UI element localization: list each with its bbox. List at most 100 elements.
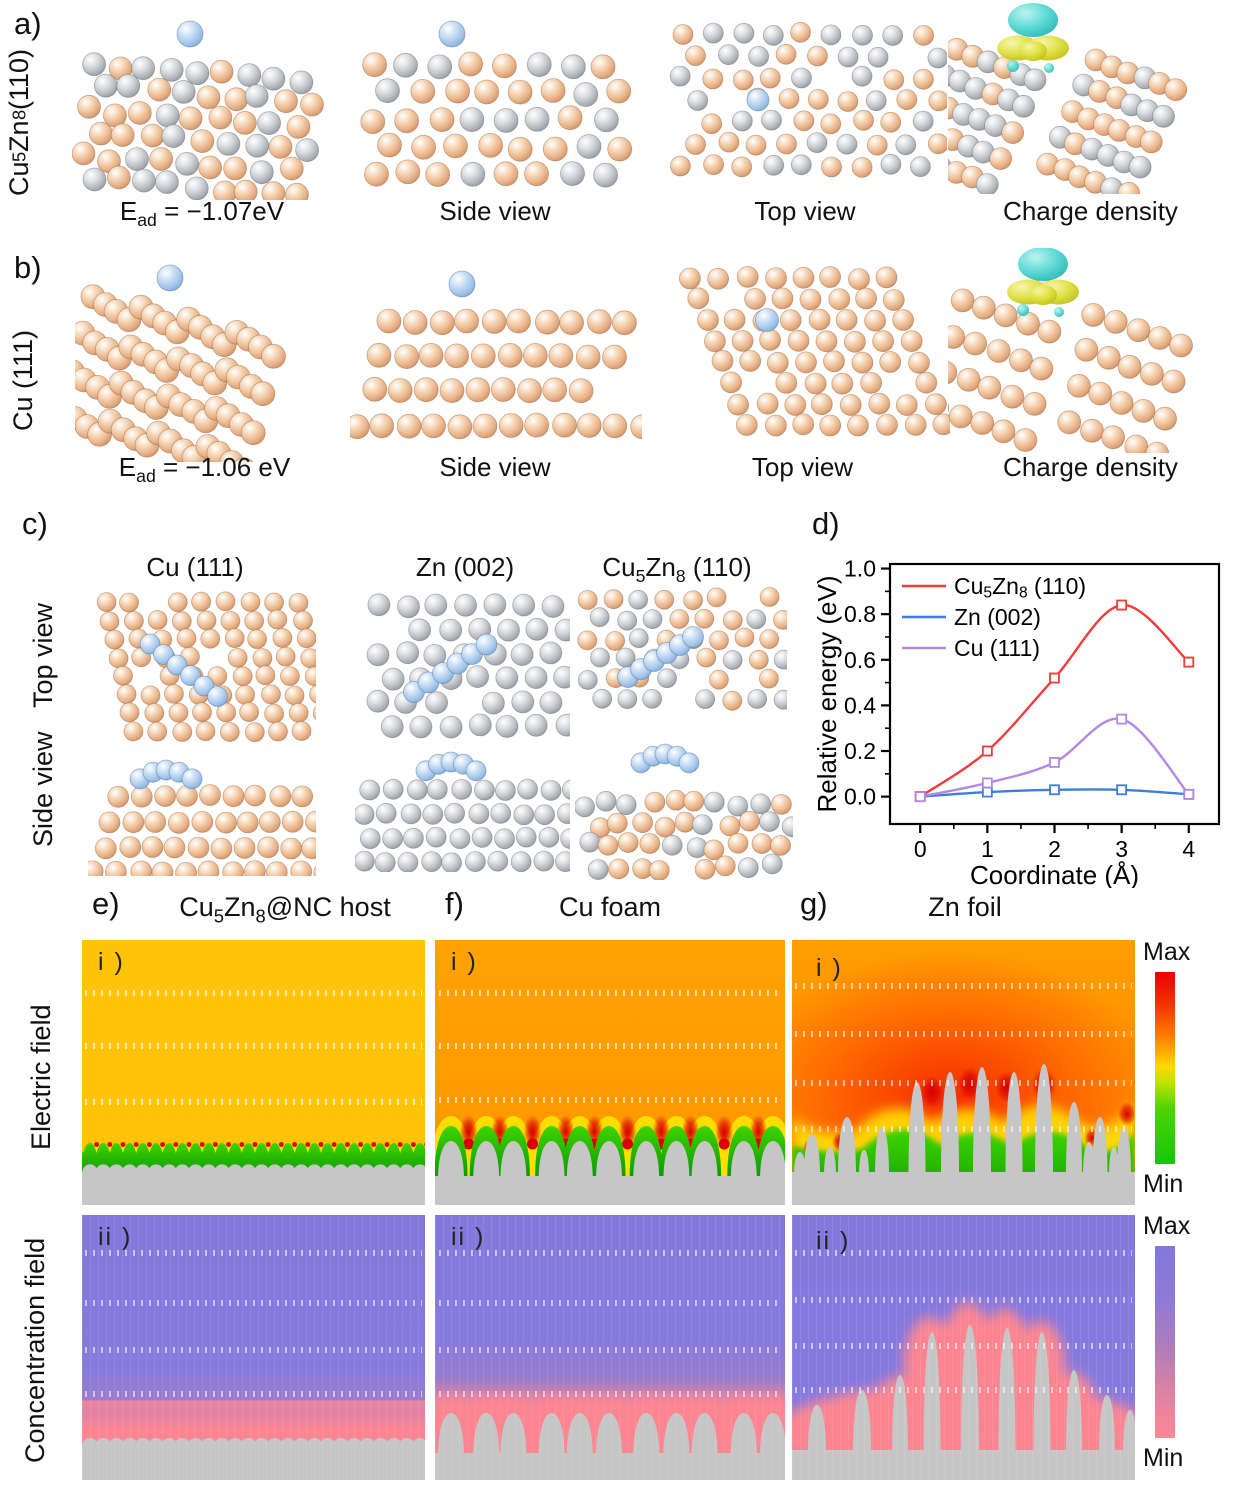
panel-b-adsorption-model	[75, 262, 327, 462]
panel-a-caption-ead: Ead = −1.07eV	[119, 196, 285, 231]
atom-lattice	[355, 751, 570, 872]
flow-arrow-row	[795, 1387, 1132, 1393]
svg-text:2: 2	[1048, 836, 1061, 862]
panel-c-header-cu5zn8: Cu5Zn8 (110)	[602, 552, 752, 587]
atoms-svg	[350, 270, 642, 440]
efield-colorbar	[1155, 972, 1175, 1164]
efield-colorbar-max-label: Max	[1143, 938, 1191, 966]
field-svg	[82, 1438, 425, 1480]
field-svg	[435, 1396, 785, 1480]
panel-f-label: f)	[445, 886, 464, 921]
cfield-sim-host: ii )	[82, 1215, 425, 1480]
panel-c-side-view-cu	[88, 750, 316, 876]
panel-c-top-view-cu	[88, 588, 316, 750]
flow-arrow-row	[795, 1297, 1132, 1303]
cfield-sim-cu-foam: ii )	[435, 1215, 785, 1480]
cfield-sim-zn-foil: ii )	[792, 1215, 1135, 1480]
atom-lattice	[679, 265, 950, 437]
svg-text:Relative energy (eV): Relative energy (eV)	[812, 576, 842, 813]
panel-b-caption-top-view: Top view	[751, 452, 854, 482]
svg-text:0.6: 0.6	[844, 647, 876, 673]
panel-a-charge-density-model	[948, 2, 1233, 194]
flow-arrow-row	[85, 1043, 422, 1049]
atom-lattice	[350, 270, 642, 440]
flow-arrow-row	[795, 983, 1132, 989]
panel-b-caption-ead: Ead = −1.06 eV	[118, 452, 291, 487]
panel-b-caption-side-view: Side view	[439, 452, 551, 482]
flow-arrow-row	[438, 1391, 782, 1397]
field-svg	[792, 1064, 1135, 1205]
atoms-svg	[75, 264, 286, 462]
panel-e-title: Cu5Zn8@NC host	[179, 892, 391, 927]
flow-arrow-row	[85, 1391, 422, 1397]
flow-arrow-row	[438, 1097, 782, 1103]
sub-label: ii )	[98, 1223, 133, 1251]
flow-arrow-row	[795, 1126, 1132, 1132]
panel-a-caption-side-view: Side view	[439, 196, 551, 226]
panel-b-surface-label: Cu (111)	[8, 329, 38, 431]
panel-a-label: a)	[14, 6, 42, 41]
panel-c-top-view-cu5zn8	[572, 585, 787, 715]
atoms-svg	[72, 20, 324, 200]
chart-svg: 0 1 2 3 4 0.0 0.2 0.4 0.6 0.8 1.0 Coordinate (Å) Rel…	[812, 556, 1221, 890]
flow-arrow-row	[438, 1300, 782, 1306]
panel-g-label: g)	[800, 886, 828, 921]
atom-lattice	[366, 593, 570, 739]
panel-a-top-view-model	[662, 18, 947, 186]
atom-lattice	[96, 591, 316, 743]
panel-c-row-label-top-view: Top view	[28, 602, 58, 709]
panel-a-caption-top-view: Top view	[754, 196, 856, 226]
flow-arrow-row	[438, 1250, 782, 1256]
atom-lattice	[948, 3, 1188, 194]
svg-text:3: 3	[1115, 836, 1128, 862]
panel-a-caption-charge-density: Charge density	[1003, 196, 1178, 226]
panel-e-label: e)	[92, 886, 120, 921]
atom-lattice	[75, 264, 286, 462]
panel-c-label: c)	[22, 506, 48, 541]
panel-c-header-zn002: Zn (002)	[415, 552, 515, 582]
sub-label: i )	[98, 948, 125, 976]
flow-arrow-row	[85, 1250, 422, 1256]
svg-text:1.0: 1.0	[844, 556, 876, 582]
atoms-svg	[575, 743, 793, 880]
panel-a-surface-label: Cu 5 Zn 8 (110)	[4, 48, 34, 197]
cfield-colorbar-max-label: Max	[1143, 1212, 1191, 1240]
atom-lattice	[88, 759, 316, 876]
panel-c-side-view-cu5zn8	[575, 728, 793, 880]
panel-c-side-view-zn	[355, 746, 570, 872]
flow-arrow-row	[795, 1343, 1132, 1349]
sub-label: i )	[451, 948, 478, 976]
panel-b-label: b)	[14, 250, 42, 285]
row-label-concentration-field: Concentration field	[20, 1237, 50, 1463]
atom-lattice	[577, 587, 787, 711]
flow-arrow-row	[438, 1347, 782, 1353]
svg-text:0.0: 0.0	[844, 784, 876, 810]
legend-entry: Cu (111)	[954, 635, 1040, 661]
efield-sim-host: i )	[82, 940, 425, 1205]
atoms-svg	[948, 248, 1193, 453]
panel-f-title: Cu foam	[558, 892, 662, 922]
atom-lattice	[72, 20, 324, 200]
svg-text:0.8: 0.8	[844, 601, 876, 627]
atom-lattice	[360, 20, 633, 188]
atoms-svg	[96, 591, 316, 743]
panel-a-side-view-model	[348, 18, 640, 190]
flow-arrow-row	[85, 1099, 422, 1105]
cfield-colorbar	[1155, 1246, 1175, 1438]
field-svg	[82, 1142, 425, 1205]
svg-text:1: 1	[981, 836, 994, 862]
efield-colorbar-min-label: Min	[1143, 1170, 1184, 1198]
flow-arrow-row	[795, 1080, 1132, 1086]
flow-arrow-row	[85, 1300, 422, 1306]
svg-text:0: 0	[914, 836, 927, 862]
atom-lattice	[948, 248, 1193, 453]
panel-b-side-view-model	[350, 268, 642, 448]
panel-b-top-view-model	[655, 262, 950, 448]
panel-b-charge-density-model	[948, 248, 1233, 453]
atoms-svg	[360, 20, 633, 188]
sub-label: ii )	[451, 1223, 486, 1251]
row-label-electric-field: Electric field	[26, 1004, 56, 1150]
panel-c-header-cu111: Cu (111)	[146, 552, 244, 582]
flow-arrow-row	[438, 1043, 782, 1049]
cfield-colorbar-min-label: Min	[1143, 1444, 1184, 1472]
